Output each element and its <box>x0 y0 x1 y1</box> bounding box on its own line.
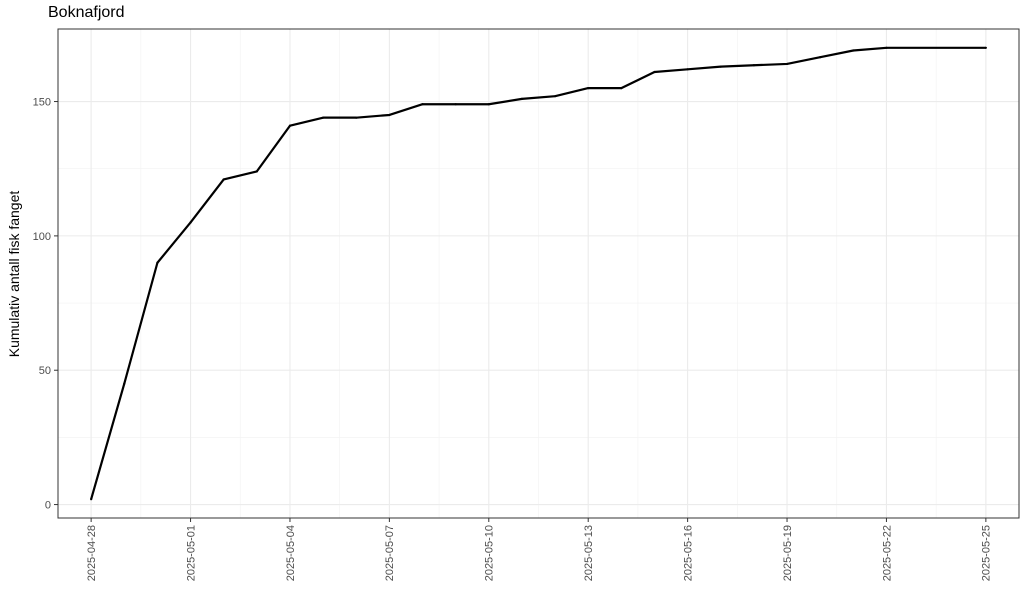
data-point <box>620 87 623 90</box>
data-point <box>388 113 391 117</box>
data-point <box>819 56 822 59</box>
data-point <box>189 221 192 224</box>
data-point <box>719 65 722 68</box>
x-tick-label: 2025-05-10 <box>484 525 496 581</box>
grid-lines <box>58 29 1019 518</box>
data-point <box>852 49 855 52</box>
x-tick-label: 2025-05-04 <box>285 525 297 581</box>
plot-panel-border <box>57 28 1020 519</box>
x-tick-label: 2025-05-22 <box>881 525 893 581</box>
x-tick-label: 2025-05-01 <box>185 525 197 581</box>
data-point <box>421 103 424 106</box>
y-axis: 0 50 100 150 <box>33 97 58 512</box>
data-point <box>487 103 490 106</box>
data-point <box>885 46 888 49</box>
data-point <box>123 382 126 385</box>
data-point <box>686 68 689 71</box>
data-point <box>653 70 656 74</box>
data-point <box>785 62 789 66</box>
data-point <box>752 64 755 67</box>
data-point <box>322 116 325 119</box>
data-point <box>553 95 557 98</box>
data-point <box>984 46 987 49</box>
data-point <box>90 498 93 501</box>
data-point <box>222 178 225 181</box>
y-tick-label: 150 <box>33 97 51 109</box>
chart-title: Boknafjord <box>48 4 125 21</box>
data-point <box>454 103 457 106</box>
data-point <box>255 170 258 173</box>
y-tick-label: 100 <box>33 231 51 243</box>
y-tick-label: 50 <box>39 365 51 377</box>
x-tick-label: 2025-04-28 <box>86 525 98 581</box>
series-line <box>90 46 986 500</box>
data-point <box>355 116 358 119</box>
data-point <box>520 97 524 100</box>
x-tick-label: 2025-05-19 <box>782 525 794 581</box>
x-tick-label: 2025-05-13 <box>583 525 595 581</box>
x-tick-label: 2025-05-07 <box>384 525 396 581</box>
data-point <box>288 124 292 127</box>
x-tick-label: 2025-05-25 <box>981 525 993 581</box>
data-point <box>156 261 159 264</box>
y-tick-label: 0 <box>45 500 51 512</box>
x-tick-label: 2025-05-16 <box>682 525 694 581</box>
series-group <box>90 46 987 501</box>
data-point <box>587 87 590 90</box>
x-axis: 2025-04-28 2025-05-01 2025-05-04 2025-05-07… <box>86 518 993 581</box>
